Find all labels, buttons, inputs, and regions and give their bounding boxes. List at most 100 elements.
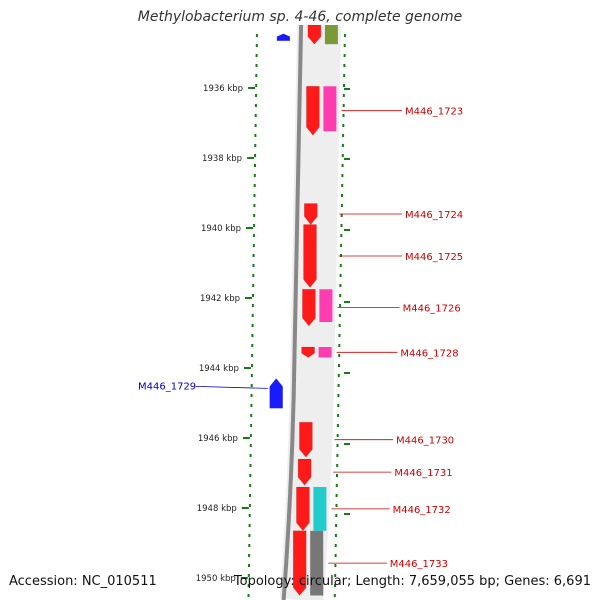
guide-dot-left <box>247 584 250 587</box>
axis-tick-label: 1944 kbp <box>199 364 239 374</box>
axis-tick-label: 1948 kbp <box>197 504 237 514</box>
guide-dot-left <box>250 384 253 387</box>
guide-dot-left <box>254 124 257 127</box>
kbp-axis: 1936 kbp 1938 kbp 1940 kbp 1942 kbp 1944 kbp… <box>196 84 256 584</box>
guide-dot-left <box>252 244 255 247</box>
gene-label-M446_1726: M446_1726 <box>403 304 461 315</box>
axis-tick-label: 1950 kbp <box>196 574 236 584</box>
guide-dot-left <box>251 334 254 337</box>
feature-block-gray <box>310 530 324 596</box>
guide-dot-right <box>336 434 339 437</box>
guide-dot-right <box>336 464 339 467</box>
guide-dot-right <box>341 194 343 197</box>
guide-dot-right <box>341 144 344 147</box>
minor-tick-right <box>344 301 350 303</box>
gene-features[interactable] <box>269 24 338 596</box>
guide-dot-right <box>340 214 343 217</box>
guide-dot-left <box>253 224 256 227</box>
guide-dot-left <box>253 194 256 197</box>
gene-label-M446_1725: M446_1725 <box>405 252 463 263</box>
gene-arrow[interactable] <box>307 24 322 45</box>
guide-dot-right <box>336 474 338 477</box>
feature-block-pink <box>319 289 333 322</box>
axis-tick-label: 1936 kbp <box>203 84 243 94</box>
gene-arrow-M446_1732[interactable] <box>296 486 310 532</box>
guide-dot-left <box>247 574 250 577</box>
axis-tick <box>247 157 255 159</box>
guide-dot-right <box>340 244 343 247</box>
guide-dot-left <box>250 424 253 427</box>
guide-dot-left <box>249 484 252 487</box>
guide-dot-left <box>250 394 253 397</box>
axis-tick-label: 1938 kbp <box>202 154 242 164</box>
guide-dot-right <box>335 504 338 507</box>
axis-tick <box>243 367 251 369</box>
guide-dot-left <box>250 374 253 377</box>
gene-arrow-M446_1728[interactable] <box>301 346 315 358</box>
guide-dot-left <box>248 534 251 537</box>
guide-dot-left <box>251 344 254 347</box>
accession-text: Accession: NC_010511 <box>9 574 157 589</box>
gene-label-M446_1731: M446_1731 <box>394 468 452 479</box>
guide-dot-right <box>343 84 345 87</box>
guide-dot-right <box>343 44 346 47</box>
guide-dot-left <box>254 134 257 137</box>
guide-dot-left <box>251 364 253 367</box>
axis-tick <box>246 227 253 229</box>
guide-dot-right <box>334 564 337 567</box>
gene-arrow-M446_1731[interactable] <box>297 458 312 486</box>
guide-dot-left <box>249 464 252 467</box>
gene-arrow-M446_1725[interactable] <box>303 224 317 288</box>
guide-dot-right <box>333 594 336 597</box>
guide-dot-left <box>250 414 253 417</box>
gene-arrow-M446_1733[interactable] <box>292 530 307 596</box>
guide-dot-right <box>336 444 339 447</box>
axis-tick-label: 1940 kbp <box>201 224 241 234</box>
gene-label-M446_1723: M446_1723 <box>405 107 463 118</box>
guide-dot-left <box>248 544 251 547</box>
gene-arrow-M446_1723[interactable] <box>306 86 320 136</box>
gene-arrow-M446_1729[interactable] <box>269 378 283 409</box>
guide-dot-right <box>340 204 343 207</box>
map-title: Methylobacterium sp. 4-46, complete geno… <box>137 9 463 25</box>
guide-dot-right <box>341 164 344 167</box>
guide-dot-right <box>335 524 338 527</box>
guide-dot-left <box>254 144 257 147</box>
guide-dot-left <box>253 214 256 217</box>
gene-label-M446_1724: M446_1724 <box>405 210 463 221</box>
gene-arrow-M446_1724[interactable] <box>304 203 318 225</box>
guide-dot-right <box>335 484 338 487</box>
guide-dot-right <box>334 584 336 587</box>
guide-dot-right <box>334 544 337 547</box>
guide-dot-left <box>255 94 257 97</box>
guide-dot-left <box>255 44 258 47</box>
label-leader-line <box>195 386 268 389</box>
guide-dot-right <box>337 394 340 397</box>
guide-dot-right <box>341 184 344 187</box>
guide-dot-right <box>337 404 340 407</box>
guide-dot-left <box>249 434 252 437</box>
guide-dot-right <box>341 174 344 177</box>
axis-tick-label: 1942 kbp <box>200 294 240 304</box>
guide-dot-left <box>247 594 250 597</box>
guide-dot-right <box>339 294 342 297</box>
minor-tick-right <box>344 88 350 90</box>
axis-tick <box>248 87 256 89</box>
guide-dot-left <box>248 564 250 567</box>
gene-arrow-M446_1730[interactable] <box>299 421 313 458</box>
guide-dot-right <box>342 124 345 127</box>
backbone-line <box>281 24 304 600</box>
guide-dot-left <box>252 264 255 267</box>
gene-labels: M446_1723 M446_1724 M446_1725 M446_1726 M446… <box>138 107 463 570</box>
guide-dot-right <box>343 74 346 77</box>
guide-dot-right <box>339 274 342 277</box>
guide-dot-right <box>335 514 338 517</box>
gene-arrow[interactable] <box>276 33 291 42</box>
gene-arrow-M446_1726[interactable] <box>302 289 316 327</box>
gene-label-M446_1732: M446_1732 <box>393 505 451 516</box>
axis-tick <box>242 437 250 439</box>
guide-dot-left <box>252 234 255 237</box>
guide-dot-left <box>248 514 251 517</box>
guide-dot-right <box>343 54 346 57</box>
